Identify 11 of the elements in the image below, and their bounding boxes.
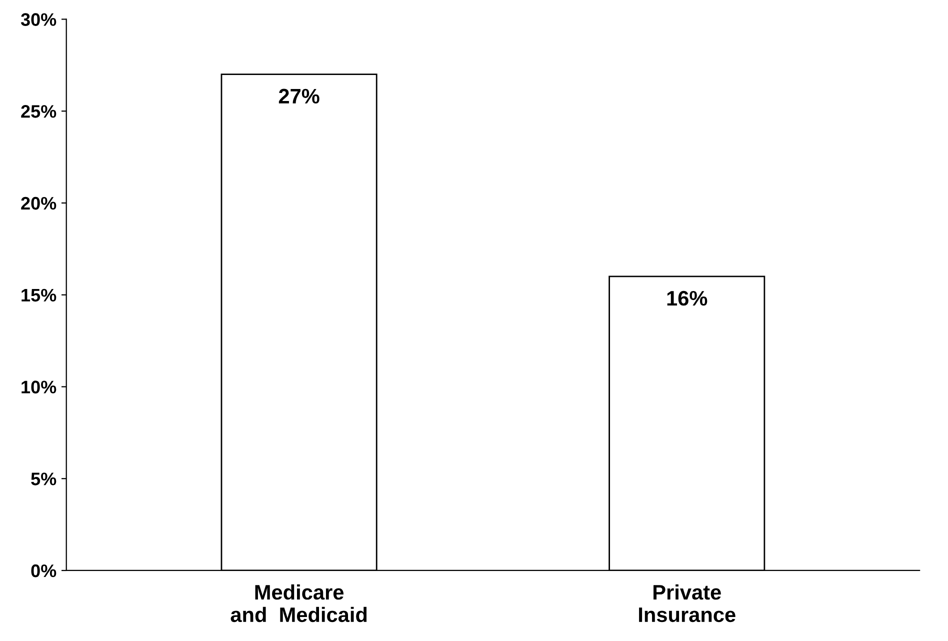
data-label: 27% xyxy=(278,88,320,104)
y-tick-label: 15% xyxy=(22,288,56,302)
y-tick-label: 20% xyxy=(21,196,56,210)
y-tick-label: 0% xyxy=(31,564,56,578)
y-tick-label: 25% xyxy=(21,105,56,118)
x-tick-label: Medicare and Medicaid xyxy=(230,584,367,622)
y-tick-label: 5% xyxy=(31,472,56,486)
y-tick-label: 10% xyxy=(22,380,56,394)
x-tick-label: Private Insurance xyxy=(639,584,736,622)
y-tick-label: 30% xyxy=(20,13,56,26)
data-label: 16% xyxy=(667,290,708,306)
